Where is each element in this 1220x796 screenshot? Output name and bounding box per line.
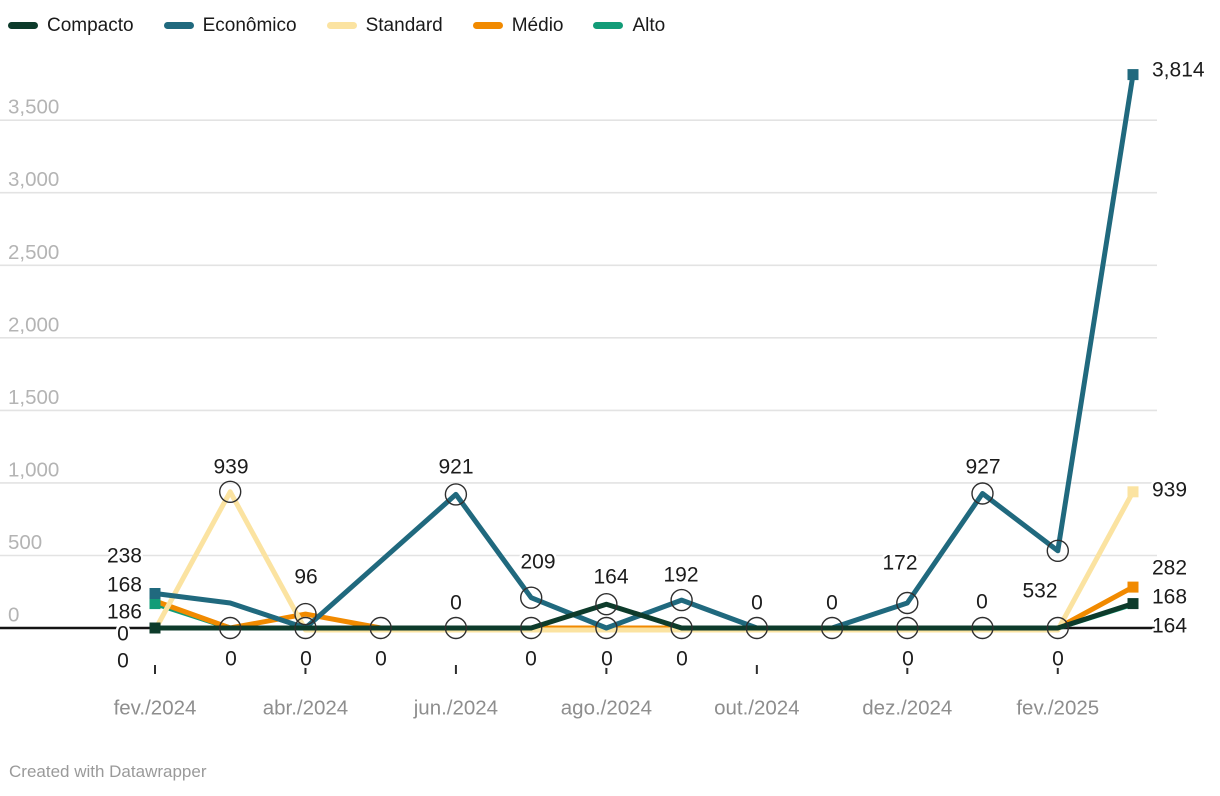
legend-swatch-medio: [472, 22, 503, 29]
point-marker-square: [1127, 69, 1139, 81]
value-label: 0: [676, 648, 688, 671]
y-axis-label: 2,000: [8, 313, 59, 336]
value-label: 0: [976, 591, 988, 614]
legend-item-standard: Standard: [326, 15, 443, 36]
legend: Compacto Econômico Standard Médio Alto: [8, 16, 665, 35]
point-marker-circle: [1046, 539, 1070, 562]
value-label: 0: [902, 648, 914, 671]
value-label: 172: [882, 552, 917, 575]
point-marker-circle: [820, 616, 844, 640]
value-label: 192: [663, 564, 698, 587]
point-marker-circle: [595, 616, 618, 640]
legend-label: Alto: [632, 15, 666, 36]
point-marker-circle: [896, 591, 919, 615]
legend-label: Compacto: [47, 15, 134, 36]
point-marker-circle: [294, 602, 317, 626]
legend-label: Médio: [511, 15, 564, 36]
point-marker-circle: [294, 616, 317, 640]
legend-label: Standard: [365, 15, 443, 36]
point-marker-square: [149, 598, 161, 610]
y-axis-label: 3,000: [8, 168, 59, 191]
value-label: 186: [107, 601, 142, 624]
point-marker-circle: [745, 616, 768, 640]
value-label: 168: [1152, 586, 1187, 609]
x-axis-label: dez./2024: [862, 697, 952, 720]
value-label: 0: [450, 592, 462, 615]
value-label: 3,814: [1152, 59, 1205, 82]
attribution-footer: Created with Datawrapper: [9, 762, 207, 781]
point-marker-square: [1127, 598, 1139, 610]
point-marker-circle: [971, 616, 994, 640]
legend-item-alto: Alto: [593, 16, 665, 35]
point-marker-circle: [595, 593, 618, 616]
value-label: 0: [525, 648, 537, 671]
legend-swatch-standard: [326, 22, 357, 29]
value-label: 0: [601, 648, 613, 671]
legend-swatch-economico: [163, 22, 194, 29]
x-axis-label: abr./2024: [263, 697, 349, 720]
value-label: 0: [225, 648, 237, 671]
x-axis-label: fev./2025: [1016, 697, 1099, 720]
legend-swatch-alto: [593, 22, 624, 29]
legend-item-medio: Médio: [472, 15, 564, 36]
x-axis-label: fev./2024: [114, 697, 197, 720]
legend-label: Econômico: [202, 15, 297, 36]
point-marker-circle: [369, 616, 392, 640]
legend-item-economico: Econômico: [163, 15, 297, 36]
legend-swatch-compacto: [8, 22, 38, 29]
value-label: 164: [1152, 615, 1187, 638]
series-line-compacto: [152, 601, 1136, 631]
point-marker-circle: [520, 586, 543, 609]
value-label: 96: [294, 566, 317, 589]
point-marker-circle: [1046, 616, 1070, 640]
point-marker-circle: [971, 482, 994, 505]
point-marker-circle: [218, 480, 242, 503]
value-label: 0: [117, 623, 129, 646]
point-marker-circle: [218, 616, 242, 640]
y-axis-label: 2,500: [8, 241, 59, 264]
value-label: 0: [375, 648, 387, 671]
x-axis-label: out./2024: [714, 697, 800, 720]
point-marker-circle: [520, 616, 543, 640]
value-label: 939: [213, 456, 248, 479]
point-marker-circle: [444, 483, 468, 506]
value-label: 921: [438, 456, 473, 479]
y-axis-label: 1,000: [8, 458, 59, 481]
value-label: 282: [1152, 557, 1187, 580]
point-marker-square: [1127, 581, 1139, 593]
value-label: 0: [300, 648, 312, 671]
series-line-economico: [152, 72, 1136, 631]
value-label: 927: [965, 456, 1000, 479]
value-label: 0: [117, 650, 129, 673]
value-label: 164: [593, 566, 628, 589]
value-label: 0: [751, 592, 763, 615]
legend-item-compacto: Compacto: [8, 16, 134, 35]
point-marker-circle: [670, 616, 693, 640]
point-marker-circle: [444, 616, 468, 640]
y-axis-label: 500: [8, 531, 42, 554]
value-label: 168: [107, 574, 142, 597]
value-label: 939: [1152, 479, 1187, 502]
y-axis-label: 1,500: [8, 386, 59, 409]
value-label: 238: [107, 545, 142, 568]
y-axis-label: 0: [8, 604, 19, 627]
value-label: 209: [520, 551, 555, 574]
value-label: 0: [1052, 648, 1064, 671]
value-label: 0: [826, 592, 838, 615]
point-marker-square: [149, 622, 161, 634]
y-axis-label: 3,500: [8, 96, 59, 119]
x-axis-label: ago./2024: [561, 697, 652, 720]
point-marker-square: [1127, 486, 1139, 498]
point-marker-square: [149, 588, 161, 599]
point-marker-circle: [896, 616, 919, 640]
point-marker-circle: [670, 588, 693, 612]
x-axis-label: jun./2024: [413, 697, 498, 720]
value-label: 532: [1022, 580, 1057, 603]
